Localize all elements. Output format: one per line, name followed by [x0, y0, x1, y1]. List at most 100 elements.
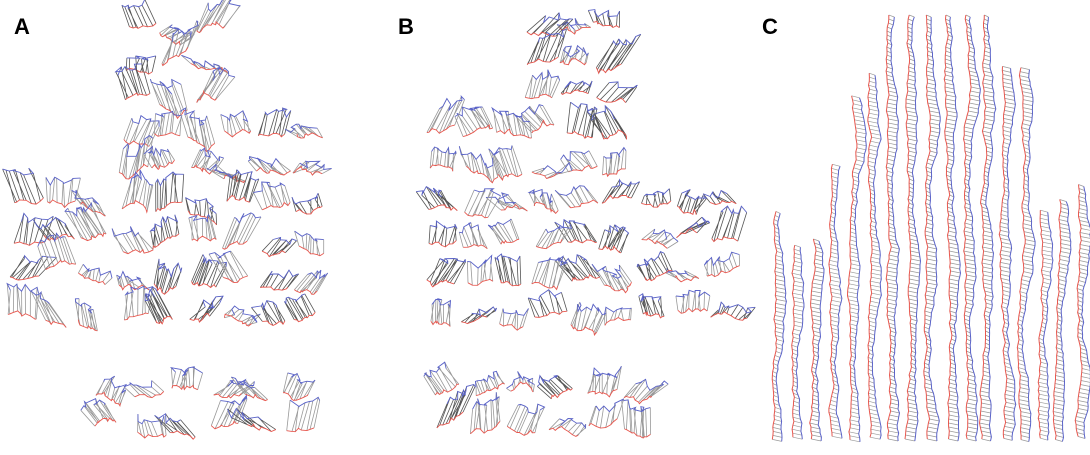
trace-blue: [80, 398, 106, 411]
trace-blue: [291, 193, 319, 205]
trace-blue: [229, 169, 259, 181]
hatch: [153, 258, 183, 295]
hatch: [220, 110, 252, 137]
trace-red: [533, 201, 559, 215]
trace-blue: [423, 361, 447, 378]
trace-blue: [795, 247, 805, 440]
trace-red: [80, 201, 106, 217]
hatch: [1053, 199, 1071, 442]
hatch: [150, 78, 188, 119]
hatch: [30, 290, 67, 328]
hatch: [535, 223, 572, 249]
trace-red: [295, 205, 323, 215]
trace-blue: [603, 306, 632, 315]
trace-blue: [910, 16, 922, 442]
hatch: [121, 0, 157, 29]
trace-blue: [591, 263, 622, 279]
trace-blue: [155, 171, 184, 187]
trace-blue: [439, 258, 466, 264]
panel-label: A: [14, 14, 30, 39]
hatch: [224, 305, 261, 327]
trace-blue: [471, 306, 498, 317]
trace-red: [548, 425, 579, 437]
trace-blue: [545, 223, 573, 234]
hatch: [588, 398, 625, 429]
trace-blue: [570, 101, 598, 111]
trace-red: [262, 201, 291, 211]
trace-red: [191, 281, 217, 289]
trace-blue: [294, 230, 324, 242]
trace-blue: [595, 398, 625, 413]
trace-blue: [621, 399, 651, 413]
trace-red: [171, 384, 198, 391]
trace-blue: [114, 63, 142, 76]
hatch: [867, 72, 882, 440]
hatch: [554, 185, 599, 209]
hatch: [9, 255, 57, 281]
trace-red: [435, 383, 459, 396]
trace-red: [257, 132, 285, 138]
trace-red: [121, 199, 148, 214]
trace-blue: [188, 213, 211, 223]
hatch: [487, 218, 520, 245]
trace-red: [14, 197, 44, 205]
trace-blue: [636, 251, 665, 267]
trace-blue: [720, 205, 748, 216]
trace-blue: [154, 412, 181, 425]
trace-red: [294, 312, 316, 323]
trace-red: [213, 393, 242, 399]
trace-blue: [527, 188, 553, 205]
hatch: [702, 190, 737, 205]
trace-red: [261, 250, 286, 258]
trace-blue: [815, 240, 825, 442]
trace-red: [430, 320, 451, 327]
trace-blue: [538, 257, 569, 265]
hatch: [587, 9, 620, 28]
trace-blue: [129, 169, 153, 186]
trace-blue: [131, 114, 160, 127]
hatch: [426, 258, 466, 288]
hatch: [257, 108, 292, 137]
hatch: [566, 102, 598, 139]
trace-blue: [126, 55, 156, 61]
trace-red: [282, 391, 309, 402]
trace-blue: [264, 107, 292, 118]
trace-red: [1052, 199, 1062, 440]
hatch: [226, 169, 260, 203]
trace-red: [598, 245, 622, 254]
trace-red: [709, 200, 737, 205]
trace-red: [152, 233, 180, 250]
trace-blue: [284, 123, 318, 133]
trace-blue: [853, 97, 867, 442]
trace-blue: [116, 270, 143, 284]
hatch: [191, 254, 227, 288]
hatch: [621, 399, 651, 438]
hatch: [513, 104, 555, 134]
trace-red: [791, 245, 796, 438]
trace-blue: [604, 224, 630, 235]
trace-blue: [675, 289, 711, 298]
trace-blue: [458, 146, 494, 169]
hatch: [772, 211, 787, 442]
trace-blue: [491, 106, 530, 122]
trace-blue: [430, 220, 458, 229]
hatch: [531, 257, 568, 290]
trace-red: [222, 240, 248, 250]
hatch: [282, 372, 316, 401]
hatch: [253, 181, 291, 210]
trace-blue: [588, 9, 621, 18]
trace-red: [601, 129, 628, 140]
hatch: [526, 29, 567, 65]
hatch: [531, 162, 572, 179]
trace-red: [531, 171, 561, 180]
trace-blue: [564, 80, 593, 89]
trace-blue: [202, 295, 224, 310]
trace-blue: [718, 301, 756, 314]
hatch: [485, 192, 528, 212]
trace-red: [525, 93, 552, 100]
trace-red: [923, 14, 931, 440]
hatch: [291, 193, 323, 215]
trace-red: [155, 201, 183, 212]
hatch: [491, 107, 532, 139]
trace-red: [559, 26, 591, 35]
